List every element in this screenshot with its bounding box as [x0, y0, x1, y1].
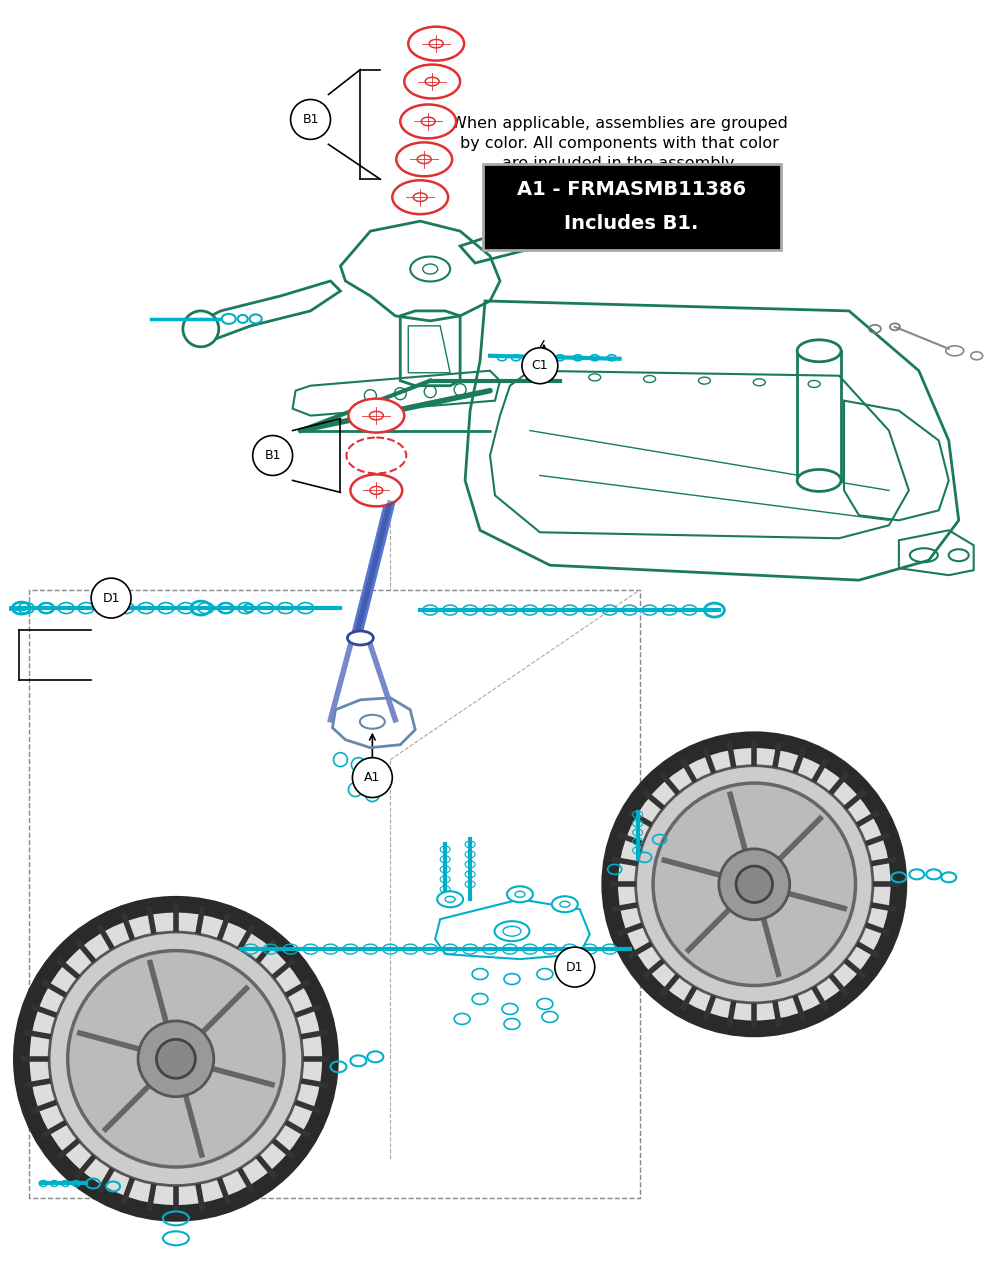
Ellipse shape [346, 437, 406, 474]
Ellipse shape [404, 65, 460, 99]
Circle shape [183, 310, 219, 347]
Ellipse shape [515, 891, 525, 897]
Circle shape [253, 436, 293, 475]
Ellipse shape [396, 142, 452, 176]
Ellipse shape [552, 896, 578, 912]
Bar [797, 351, 841, 480]
Ellipse shape [408, 27, 464, 61]
Ellipse shape [410, 256, 450, 281]
Ellipse shape [507, 887, 533, 902]
Ellipse shape [445, 896, 455, 902]
Ellipse shape [797, 470, 841, 492]
Circle shape [138, 1021, 214, 1097]
Ellipse shape [413, 193, 427, 201]
Circle shape [156, 1039, 195, 1078]
Circle shape [291, 100, 330, 139]
Ellipse shape [347, 631, 373, 645]
Circle shape [636, 765, 873, 1003]
Ellipse shape [429, 39, 443, 48]
Text: D1: D1 [102, 592, 120, 604]
Ellipse shape [423, 264, 438, 274]
Text: B1: B1 [264, 449, 281, 462]
Ellipse shape [350, 474, 402, 507]
Circle shape [68, 950, 284, 1167]
Circle shape [21, 905, 330, 1214]
Ellipse shape [400, 104, 456, 138]
Text: Includes B1.: Includes B1. [564, 214, 699, 233]
Circle shape [555, 948, 595, 987]
Text: C1: C1 [532, 360, 548, 372]
Circle shape [719, 849, 790, 920]
Circle shape [49, 933, 303, 1186]
Ellipse shape [560, 901, 570, 907]
Text: When applicable, assemblies are grouped
by color. All components with that color: When applicable, assemblies are grouped … [451, 117, 788, 171]
Ellipse shape [425, 77, 439, 86]
Circle shape [653, 783, 856, 986]
Circle shape [576, 219, 604, 247]
Circle shape [91, 578, 131, 618]
Ellipse shape [437, 891, 463, 907]
FancyBboxPatch shape [483, 165, 781, 250]
Text: B1: B1 [302, 113, 319, 125]
Text: A1: A1 [364, 772, 381, 784]
Ellipse shape [370, 487, 383, 494]
Circle shape [352, 758, 392, 797]
Text: A1 - FRMASMB11386: A1 - FRMASMB11386 [517, 180, 746, 199]
Ellipse shape [797, 340, 841, 362]
Text: D1: D1 [566, 960, 584, 973]
Circle shape [522, 348, 558, 384]
Circle shape [610, 740, 899, 1029]
Ellipse shape [392, 180, 448, 214]
Ellipse shape [369, 412, 383, 419]
Circle shape [736, 867, 773, 902]
Ellipse shape [348, 399, 404, 432]
Ellipse shape [417, 155, 431, 163]
Ellipse shape [421, 117, 435, 125]
